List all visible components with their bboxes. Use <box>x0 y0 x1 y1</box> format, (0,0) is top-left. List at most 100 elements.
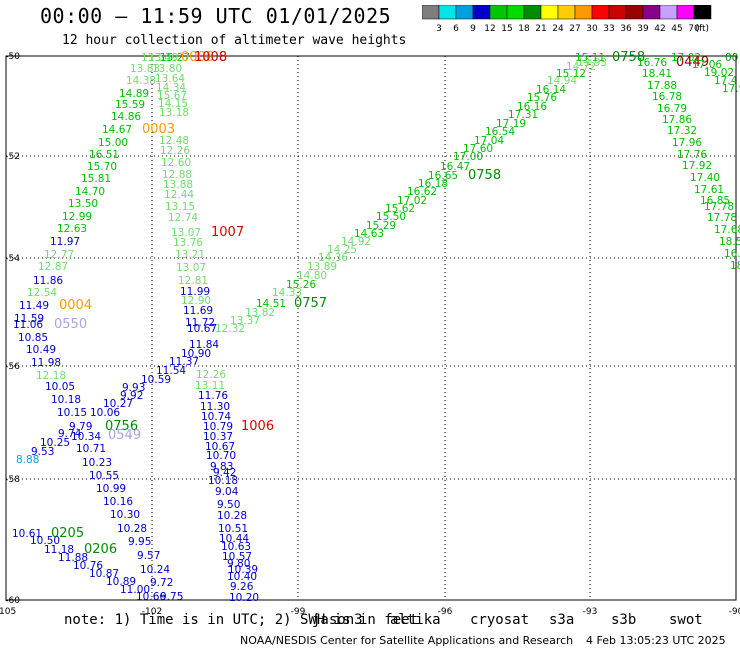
longitude-tick-label: -99 <box>291 607 306 617</box>
wave-height-value: 12.60 <box>161 157 191 169</box>
wave-height-value: 10.89 <box>106 576 136 588</box>
wave-height-value: 16.79 <box>657 103 687 115</box>
longitude-tick-label: -90 <box>729 607 740 617</box>
wave-height-value: 11.59 <box>14 313 44 325</box>
wave-height-value: 12.18 <box>36 370 66 382</box>
wave-height-value: 15.29 <box>366 220 396 232</box>
wave-height-value: 10.34 <box>71 431 101 443</box>
wave-height-value: 17.4 <box>714 75 738 87</box>
colorbar-swatch <box>574 5 593 20</box>
wave-height-value: 13.07 <box>171 227 201 239</box>
wave-height-value: 13.39 <box>148 52 178 64</box>
wave-height-value: 15.26 <box>286 279 316 291</box>
wave-height-value: 9.42 <box>213 467 236 479</box>
colorbar-tick-label: 42 <box>654 24 665 34</box>
colorbar-tick-label: 15 <box>501 24 512 34</box>
pass-time-label: 0756 <box>105 419 138 434</box>
wave-height-value: 13.37 <box>230 315 260 327</box>
wave-height-value: 17.78 <box>704 201 734 213</box>
wave-height-value: 9.04 <box>215 486 239 498</box>
wave-height-value: 13.93 <box>577 57 607 69</box>
wave-height-value: 11.86 <box>33 275 63 287</box>
pass-time-label: 1006 <box>241 419 274 434</box>
page-subtitle: 12 hour collection of altimeter wave hei… <box>62 33 407 48</box>
wave-height-value: 12.81 <box>178 275 208 287</box>
colorbar-swatch <box>540 5 559 20</box>
wave-height-value: 14.33 <box>272 287 302 299</box>
wave-height-value: 14.92 <box>341 236 371 248</box>
wave-height-value: 15.12 <box>556 68 586 80</box>
wave-height-value: 15.50 <box>376 211 406 223</box>
wave-height-value: 14.70 <box>75 186 105 198</box>
wave-height-value: 10.15 <box>57 407 87 419</box>
colorbar-swatch <box>438 5 457 20</box>
wave-height-value: 11.69 <box>183 305 213 317</box>
wave-height-value: 9.57 <box>137 550 160 562</box>
wave-height-value: 14.15 <box>158 98 188 110</box>
wave-height-value: 17.92 <box>682 160 712 172</box>
wave-height-value: 9.80 <box>227 558 250 570</box>
longitude-tick-label: -96 <box>438 607 453 617</box>
wave-height-value: 10.51 <box>218 523 248 535</box>
colorbar-tick-label: 39 <box>637 24 649 34</box>
wave-height-value: 11.18 <box>44 544 74 556</box>
wave-height-value: 10.20 <box>229 592 259 604</box>
wave-height-value: 12.26 <box>196 369 226 381</box>
wave-height-value: 10.50 <box>30 535 60 547</box>
pass-time-label: 0758 <box>468 168 501 183</box>
wave-height-value: 17.02 <box>671 52 701 64</box>
latitude-tick-label: -58 <box>5 475 20 485</box>
wave-height-value: 16.62 <box>407 186 437 198</box>
wave-height-value: 12.99 <box>62 211 92 223</box>
wave-height-value: 10.59 <box>141 374 171 386</box>
wave-height-value: 16.47 <box>440 161 470 173</box>
wave-height-value: 16.54 <box>485 126 515 138</box>
longitude-tick-label: -93 <box>583 607 598 617</box>
footer-note: note: 1) Time is in UTC; 2) SWH is in fe… <box>64 612 419 628</box>
wave-height-value: 11.49 <box>19 300 49 312</box>
wave-height-value: 17.86 <box>662 114 692 126</box>
colorbar-tick-label: 70 <box>688 24 700 34</box>
page-title: 00:00 – 11:59 UTC 01/01/2025 <box>40 4 392 28</box>
wave-height-value: 10.67 <box>187 323 217 335</box>
wave-height-value: 11.76 <box>198 390 228 402</box>
wave-height-value: 16. <box>724 248 740 260</box>
wave-height-value: 9.50 <box>217 499 240 511</box>
colorbar-tick-label: 30 <box>586 24 598 34</box>
wave-height-value: 12.44 <box>164 189 194 201</box>
wave-height-value: 11.37 <box>169 356 199 368</box>
wave-height-value: 17.02 <box>397 195 427 207</box>
wave-height-value: 16.16 <box>517 101 547 113</box>
wave-height-value: 14.63 <box>354 228 384 240</box>
wave-height-value: 17.06 <box>692 59 722 71</box>
wave-height-value: 10.71 <box>76 443 106 455</box>
pass-time-label: 0757 <box>294 296 327 311</box>
wave-height-value: 10.18 <box>208 475 238 487</box>
map-grid <box>5 55 737 601</box>
wave-height-value: 17.9 <box>722 83 740 95</box>
wave-height-value: 18.5 <box>719 236 740 248</box>
wave-height-value: 11.72 <box>185 317 215 329</box>
wave-height-value: 12.77 <box>44 249 74 261</box>
wave-height-value: 13.15 <box>165 201 195 213</box>
wave-height-value: 11.30 <box>200 401 230 413</box>
wave-height-value: 15.62 <box>385 203 415 215</box>
wave-height-value: 9.93 <box>122 382 145 394</box>
wave-height-value: 9.53 <box>31 446 54 458</box>
wave-height-value: 10.39 <box>228 564 258 576</box>
wave-height-value: 10.37 <box>203 431 233 443</box>
colorbar-swatch <box>659 5 678 20</box>
colorbar-swatch <box>591 5 610 20</box>
wave-height-value: 15.67 <box>157 90 187 102</box>
wave-height-value: 17.32 <box>667 125 697 137</box>
wave-height-value: 10.25 <box>40 437 70 449</box>
wave-height-value: 17.68 <box>714 224 740 236</box>
wave-height-value: 14.36 <box>318 252 348 264</box>
wave-height-value: 10.90 <box>181 348 211 360</box>
axis-tick-labels: -105 -102 -99 -96 -93 -90 -50 -52 -54 -56 -58 -60 <box>0 52 740 617</box>
wave-height-value: 16.14 <box>536 84 566 96</box>
wave-height-value: 17.61 <box>694 184 724 196</box>
wave-height-value: 10.24 <box>140 564 170 576</box>
colorbar-tick-label: 36 <box>620 24 632 34</box>
